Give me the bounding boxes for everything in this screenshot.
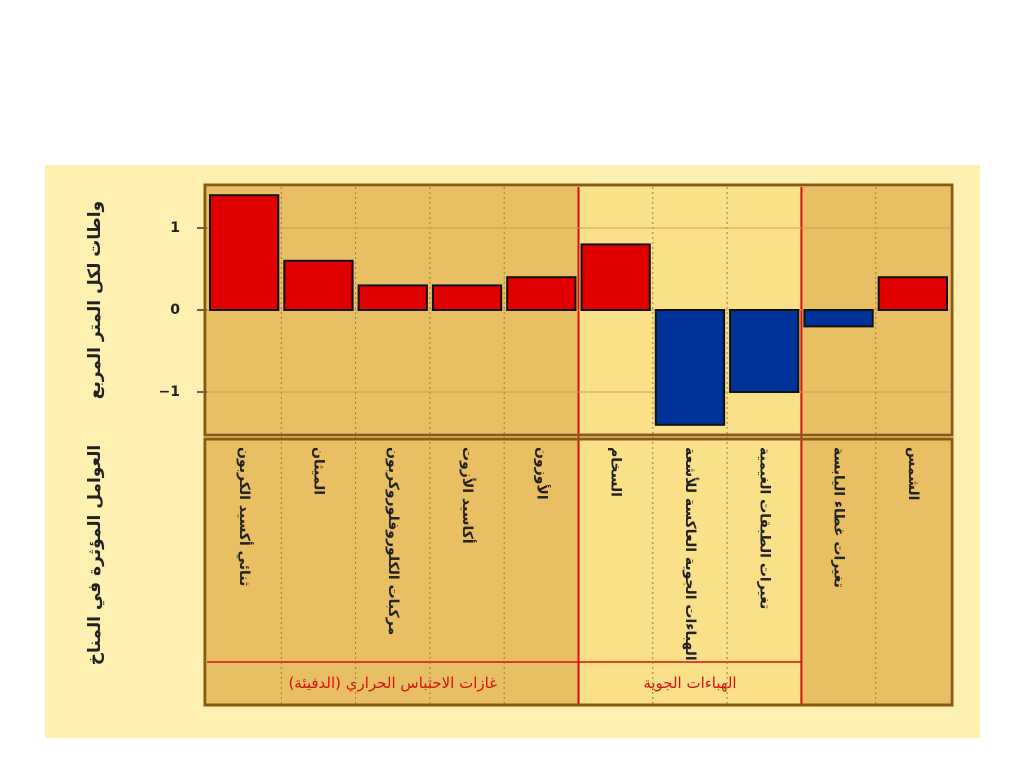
group-label: غازات الاحتباس الحراري (الدفيئة) <box>288 674 497 693</box>
x-tick-label: الهباءات الجوية العاكسة للأشعة <box>682 447 699 661</box>
bar <box>580 243 651 311</box>
x-tick-label: تغيرات غطاء اليابسة <box>831 447 847 588</box>
bar <box>877 276 949 312</box>
group-label: الهباءات الجوية <box>643 674 736 692</box>
plot-frame <box>203 183 954 437</box>
y-axis-label: واطات لكل المتر المربع <box>85 201 105 399</box>
bar <box>431 284 503 311</box>
label-frame <box>203 437 954 707</box>
x-tick-label: أكاسيد الأزوت <box>459 447 477 544</box>
bar <box>209 194 280 311</box>
y-tick-label: 0 <box>170 302 180 318</box>
x-tick-label: تغيرات الطبقات الغيمية <box>756 447 772 609</box>
y-tick-label: 1 <box>170 220 180 236</box>
x-tick-label: مركبات الكلوروفلوروكربون <box>385 447 401 635</box>
x-tick-label: ثنائي أكسيد الكربون <box>236 447 254 586</box>
bar <box>729 309 800 393</box>
bar <box>283 259 354 311</box>
bar <box>506 276 577 312</box>
bar <box>654 309 726 426</box>
bar <box>357 284 428 311</box>
bar <box>803 309 874 328</box>
label-background <box>207 439 579 705</box>
label-background <box>578 439 802 705</box>
y-tick-label: −1 <box>159 384 180 400</box>
x-axis-label: العوامل المؤثرة في المناخ <box>85 445 105 666</box>
x-tick-label: السخام <box>608 447 624 497</box>
x-tick-label: الشمس <box>905 447 921 500</box>
x-tick-label: الأوزون <box>533 447 550 500</box>
x-tick-label: الميثان <box>310 447 326 495</box>
